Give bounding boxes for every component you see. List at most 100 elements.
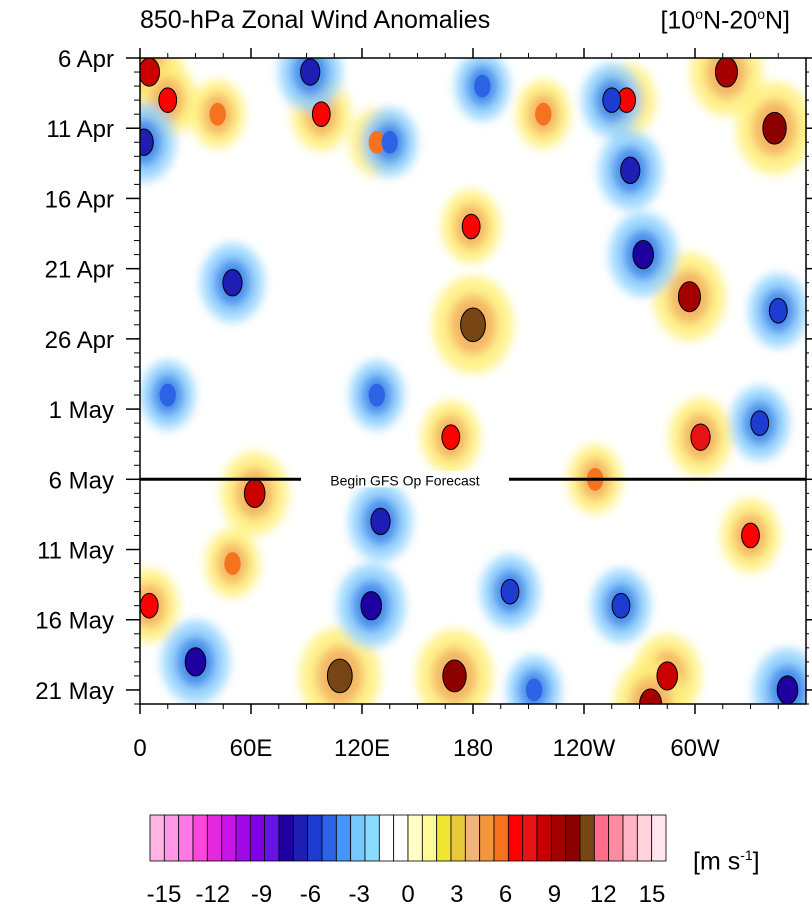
y-tick-label: 11 Apr [46,116,114,143]
colorbar-swatch [579,814,595,862]
anomaly-core [750,410,770,436]
colorbar-swatch [493,814,509,862]
anomaly-core [762,111,787,145]
forecast-label-bg [301,471,509,488]
anomaly-core [222,268,243,297]
colorbar-swatch [206,814,223,862]
anomaly-core [360,591,383,621]
x-tick-label: 60W [670,735,720,762]
anomaly-core [158,87,178,113]
anomaly-core [656,661,679,691]
anomaly-core [525,678,543,702]
colorbar-tick-label: 0 [401,881,414,908]
anomaly-core [776,675,799,704]
anomaly-field [140,58,806,704]
anomaly-core [209,102,226,126]
anomaly-core [441,424,461,450]
anomaly-core [639,688,663,704]
colorbar-swatch [507,814,524,862]
anomaly-core [140,58,161,87]
colorbar: -15 -12 -9 -6 -3 0 3 6 9 12 15 [147,814,667,908]
colorbar-swatch [550,814,567,862]
colorbar-tick-label: -12 [195,881,230,908]
colorbar-tick-label: 3 [450,881,463,908]
colorbar-swatch [522,814,538,862]
y-tick-label: 6 Apr [58,46,114,73]
colorbar-swatch [307,814,323,862]
y-tick-label: 16 May [35,608,114,635]
colorbar-swatch [350,814,366,862]
colorbar-swatch [436,814,452,862]
anomaly-core [370,507,391,536]
anomaly-core [690,423,711,451]
colorbar-swatch [393,814,409,862]
anomaly-core [159,383,176,407]
colorbar-swatch [249,814,266,862]
y-tick-label: 21 May [35,678,114,705]
anomaly-core [474,74,491,98]
axes: 0 60E 120E 180 120W 60W 6 Apr 11 Apr 16 Apr 21 Ap… [35,46,812,762]
anomaly-core [460,307,486,343]
anomaly-core [140,592,159,619]
colorbar-swatch [235,814,251,862]
x-tick-label: 180 [453,735,493,762]
colorbar-swatch [292,814,309,862]
forecast-label: Begin GFS Op Forecast [330,472,480,488]
anomaly-core [184,647,207,677]
colorbar-swatch [464,814,481,862]
anomaly-core [300,58,321,86]
colorbar-swatch [450,814,466,862]
colorbar-swatch [593,814,610,862]
anomaly-core [311,101,331,127]
colorbar-swatch [378,814,395,862]
x-tick-label: 60E [230,735,273,762]
anomaly-core [714,58,738,88]
x-tick-label: 120E [334,735,390,762]
anomaly-core [368,383,385,407]
colorbar-swatch [479,814,495,862]
anomaly-core [620,156,641,185]
colorbar-tick-label: -6 [300,881,321,908]
anomaly-core [741,522,760,549]
colorbar-tick-label: -9 [251,881,272,908]
colorbar-swatch [421,814,438,862]
colorbar-swatch [163,814,180,862]
anomaly-core [602,87,622,113]
colorbar-swatch [407,814,423,862]
anomaly-core [326,658,353,694]
colorbar-units: [m s-1] [693,847,760,876]
y-tick-label: 26 Apr [45,327,114,354]
forecast-marker: Begin GFS Op Forecast [140,471,806,488]
region-label: [10oN-20oN] [660,6,790,35]
colorbar-swatch [264,814,280,862]
colorbar-swatch [536,814,552,862]
anomaly-core [224,552,241,575]
colorbar-tick-label: 6 [499,881,512,908]
plot-background [140,58,806,704]
anomaly-core [381,130,398,154]
colorbar-swatch [364,814,380,862]
colorbar-swatch [321,814,337,862]
anomaly-core [442,659,467,693]
anomaly-core [677,281,701,313]
x-tick-label: 120W [553,735,616,762]
anomaly-core [500,578,520,605]
colorbar-swatch [178,814,194,862]
anomaly-core [611,592,631,619]
colorbar-swatch [651,814,667,862]
anomaly-core [140,128,154,156]
colorbar-swatch [221,814,237,862]
colorbar-swatch [565,814,581,862]
colorbar-swatch [149,814,165,862]
anomaly-core [535,102,552,126]
anomaly-cores [140,58,799,704]
y-tick-label: 1 May [49,397,114,424]
y-tick-label: 6 May [49,467,114,494]
anomaly-core [461,213,481,240]
anomaly-core [368,130,385,154]
anomaly-core [768,297,788,324]
anomaly-core [243,478,266,508]
colorbar-tick-label: 9 [548,881,561,908]
colorbar-tick-label: -3 [349,881,370,908]
